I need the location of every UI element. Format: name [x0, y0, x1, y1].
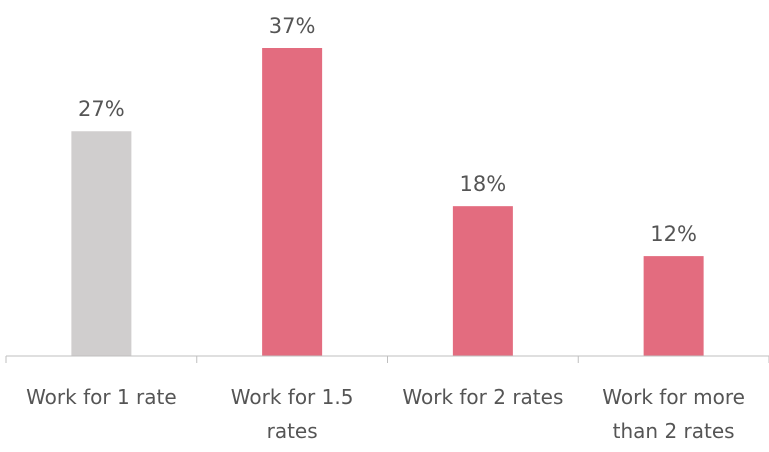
category-label-line: rates	[267, 419, 318, 443]
data-labels-group: 27% 37% 18% 12%	[78, 14, 697, 246]
data-label-3: 18%	[460, 172, 507, 196]
category-label-line: Work for more	[602, 385, 745, 409]
data-label-4: 12%	[650, 222, 697, 246]
bar-4	[643, 256, 704, 356]
data-label-2: 37%	[269, 14, 316, 38]
category-label-4: Work for more than 2 rates	[602, 385, 745, 443]
category-label-line: Work for 1.5	[231, 385, 354, 409]
category-label-line: Work for 2 rates	[402, 385, 563, 409]
bar-1	[71, 131, 132, 356]
x-axis	[5, 355, 769, 363]
bar-2	[262, 48, 323, 356]
category-label-3: Work for 2 rates	[402, 385, 563, 409]
data-label-1: 27%	[78, 97, 125, 121]
bars-group	[71, 48, 704, 356]
category-label-1: Work for 1 rate	[26, 385, 177, 409]
category-label-line: Work for 1 rate	[26, 385, 177, 409]
bar-3	[452, 206, 513, 356]
category-label-line: than 2 rates	[613, 419, 735, 443]
category-label-2: Work for 1.5 rates	[231, 385, 354, 443]
